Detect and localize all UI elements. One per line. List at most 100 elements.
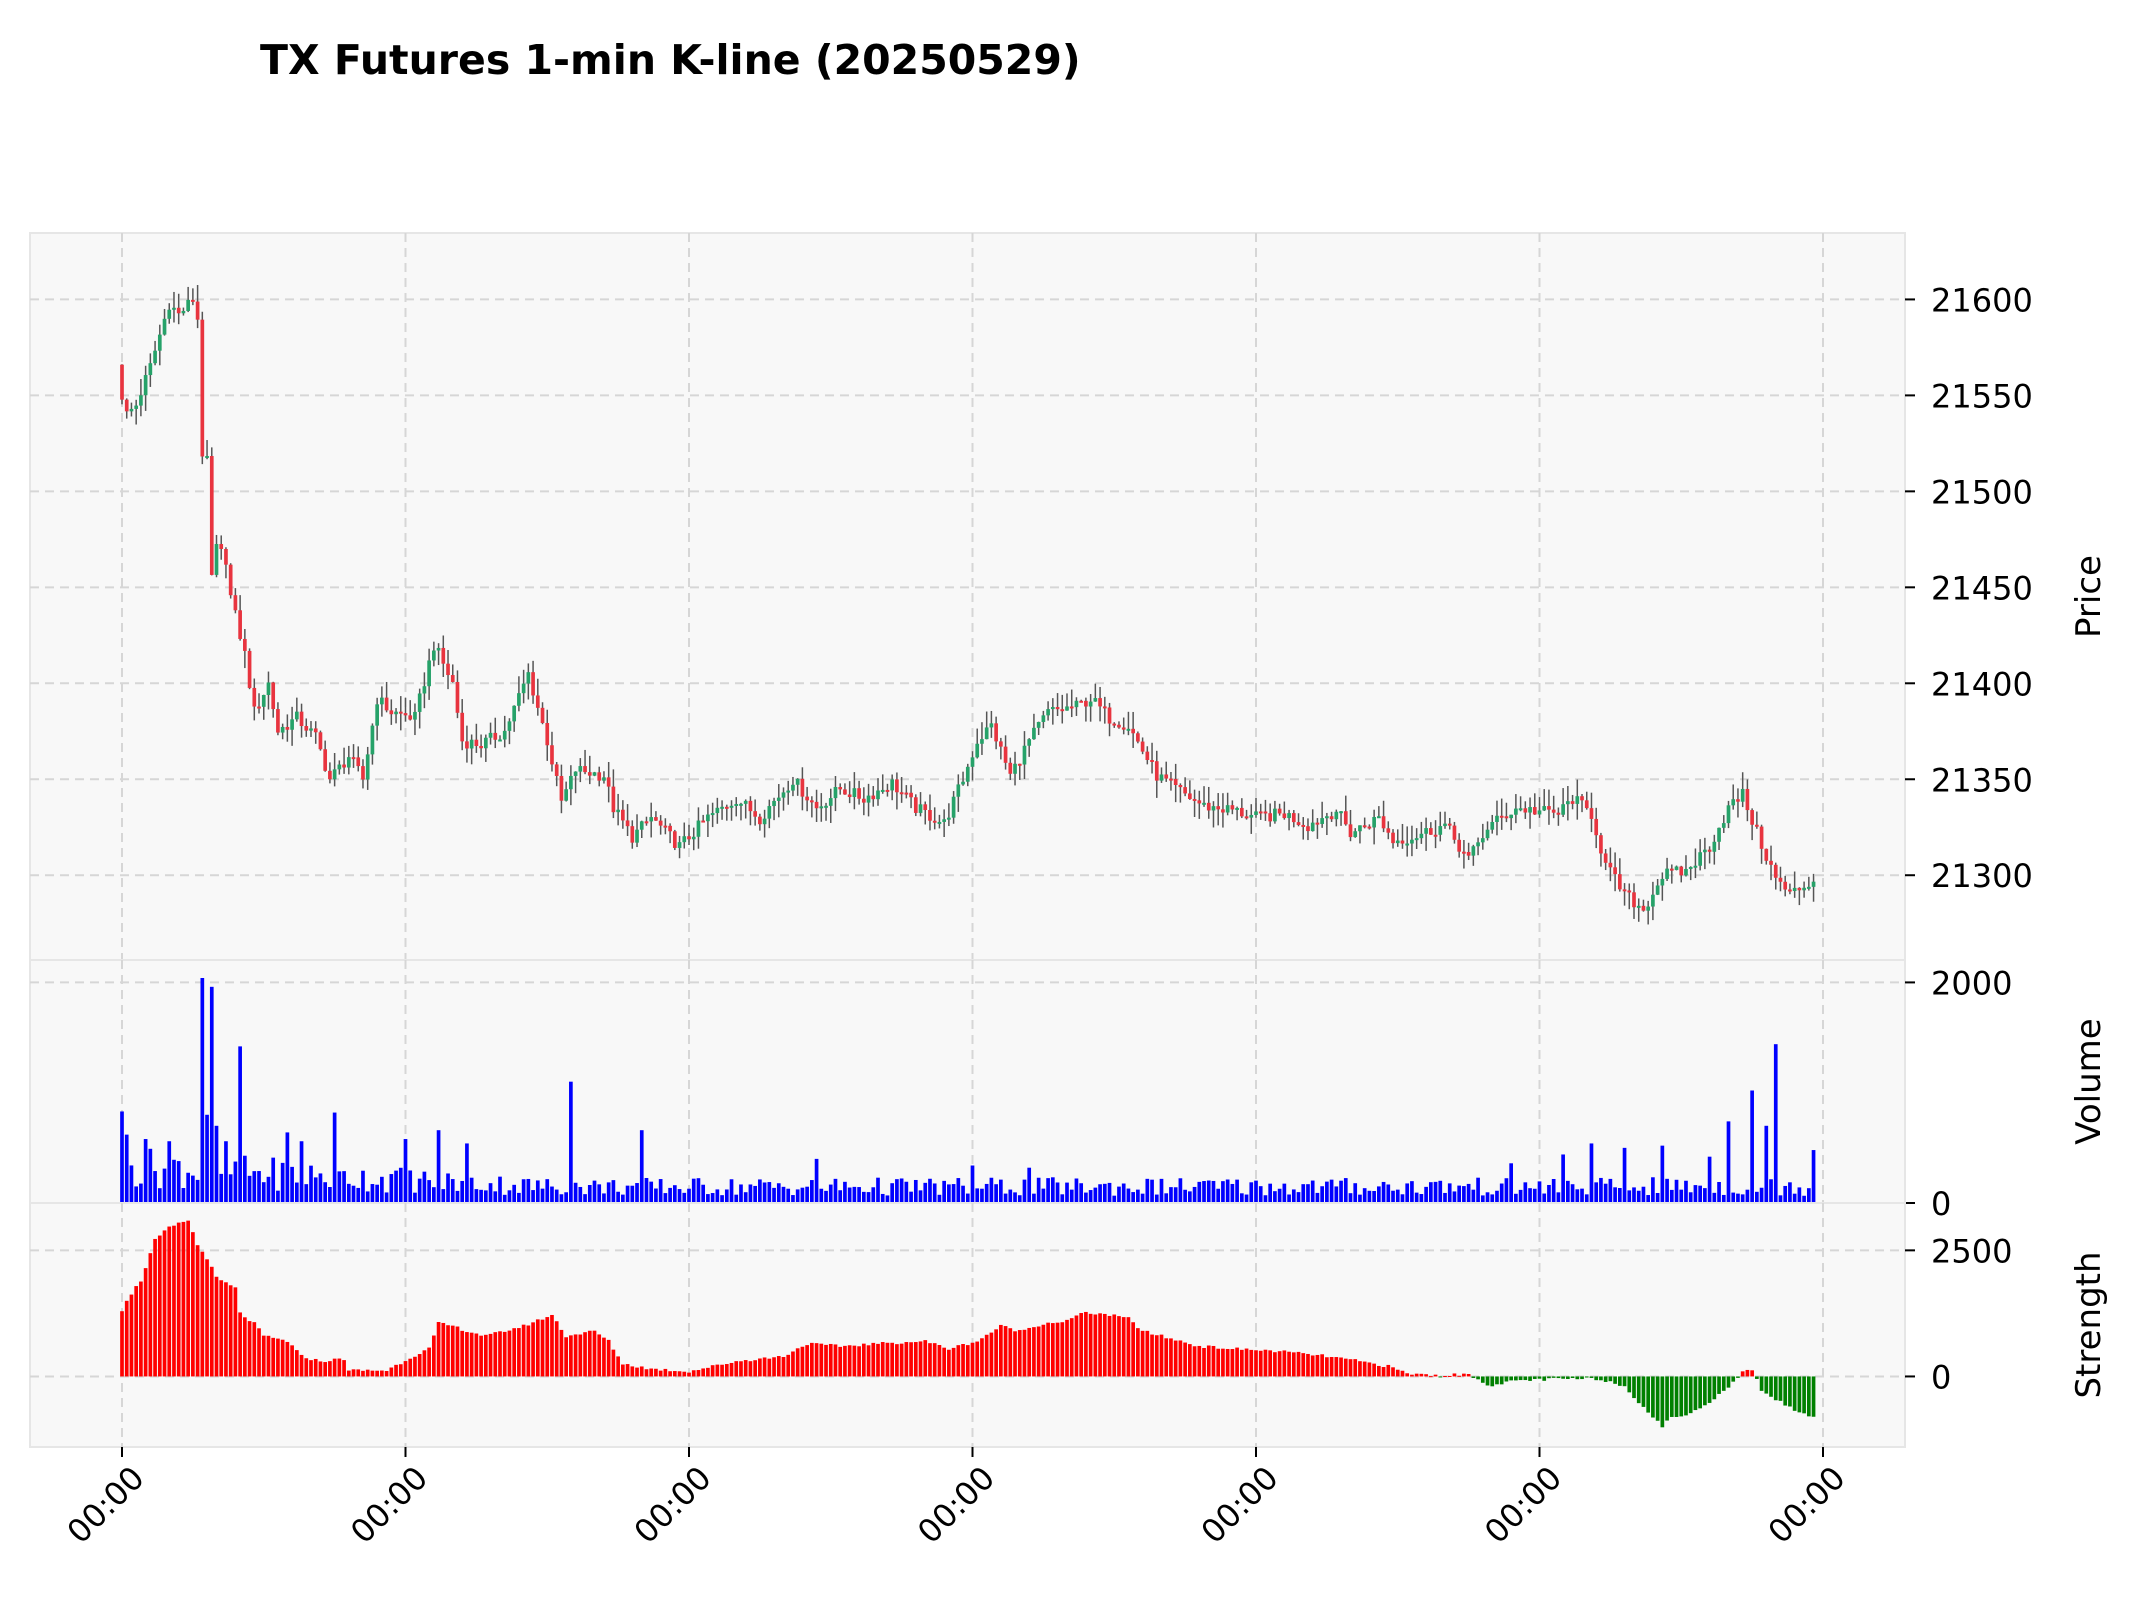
volume-bar <box>143 1139 148 1203</box>
volume-bar <box>932 1183 937 1203</box>
candle-down <box>1381 816 1386 829</box>
candle-down <box>318 732 323 750</box>
strength-bar <box>389 1367 394 1377</box>
strength-bar <box>833 1344 838 1377</box>
candle-up <box>1410 839 1414 844</box>
candle-up <box>1566 801 1570 805</box>
candle-down <box>243 638 247 651</box>
strength-panel: 0 2500 Strength <box>29 1202 2109 1448</box>
candle-up <box>833 787 838 799</box>
candle-up <box>526 672 531 684</box>
candle-up <box>483 737 488 749</box>
strength-bar <box>1792 1376 1797 1411</box>
candle-down <box>1164 774 1169 779</box>
candle-up <box>1395 840 1400 844</box>
volume-bar <box>1509 1163 1513 1203</box>
volume-bar <box>1329 1179 1334 1203</box>
volume-bar <box>162 1168 167 1203</box>
strength-bar <box>365 1369 370 1377</box>
strength-bar <box>1178 1340 1183 1377</box>
volume-bar <box>1003 1193 1008 1203</box>
strength-bar <box>1230 1349 1235 1377</box>
strength-marks <box>120 1220 1816 1428</box>
candle-up <box>153 350 157 364</box>
volume-bar <box>734 1194 739 1203</box>
strength-bar <box>1348 1359 1353 1377</box>
volume-bar <box>861 1191 866 1203</box>
strength-bar <box>1755 1376 1759 1379</box>
candle-down <box>1707 849 1712 852</box>
strength-bar <box>1041 1324 1046 1377</box>
strength-bar <box>1476 1376 1480 1380</box>
candle-down <box>1613 867 1617 875</box>
x-tick-layer: 00:00 00:00 00:00 00:00 00:00 00:00 00:00 <box>60 1447 1853 1551</box>
volume-bar <box>1769 1179 1773 1203</box>
candle-down <box>1145 751 1150 760</box>
candle-down <box>1783 881 1788 890</box>
volume-bar <box>531 1190 535 1203</box>
candle-down <box>550 745 554 765</box>
volume-bar <box>710 1193 715 1203</box>
strength-bar <box>814 1343 819 1377</box>
candle-up <box>710 813 715 816</box>
volume-bar <box>559 1194 564 1203</box>
candle-up <box>1802 887 1806 891</box>
strength-bar <box>313 1358 318 1377</box>
strength-bar <box>639 1366 644 1377</box>
candle-up <box>375 704 379 726</box>
volume-bar <box>687 1188 691 1203</box>
strength-bar <box>1358 1361 1362 1377</box>
strength-bar <box>1372 1363 1376 1377</box>
volume-bar <box>294 1182 299 1203</box>
volume-bar <box>1410 1181 1414 1203</box>
volume-bar <box>1457 1185 1462 1203</box>
strength-bar <box>1173 1340 1178 1377</box>
candle-up <box>1726 805 1731 824</box>
strength-bar <box>483 1334 488 1377</box>
strength-bar <box>885 1342 890 1377</box>
volume-bar <box>885 1195 890 1203</box>
volume-bar <box>403 1139 408 1203</box>
volume-bar <box>394 1170 398 1203</box>
candle-down <box>800 778 805 797</box>
strength-bar <box>1509 1376 1513 1381</box>
candle-up <box>1518 808 1523 811</box>
volume-bar <box>1745 1189 1750 1203</box>
strength-bar <box>989 1332 994 1377</box>
volume-bar <box>398 1167 403 1203</box>
volume-bar <box>720 1195 724 1203</box>
volume-bar <box>1263 1195 1268 1203</box>
strength-bar <box>238 1312 242 1377</box>
strength-bar <box>1504 1376 1509 1382</box>
strength-bar <box>1580 1376 1584 1380</box>
volume-bar <box>1211 1180 1216 1203</box>
strength-bar <box>1117 1316 1121 1377</box>
candle-up <box>1495 815 1499 822</box>
strength-bar <box>1239 1349 1244 1377</box>
volume-bar <box>280 1162 285 1203</box>
strength-bar <box>871 1342 876 1377</box>
volume-bar <box>644 1177 649 1203</box>
candle-down <box>1268 813 1273 822</box>
strength-bar <box>1783 1376 1788 1406</box>
candle-down <box>1584 800 1589 809</box>
strength-bar <box>937 1344 942 1377</box>
strength-bar <box>1542 1376 1547 1381</box>
volume-bar <box>1017 1195 1022 1203</box>
volume-bar <box>1154 1194 1159 1203</box>
volume-bar <box>1551 1178 1556 1203</box>
strength-bar <box>928 1343 932 1377</box>
volume-bar <box>639 1130 644 1203</box>
candle-down <box>658 820 663 826</box>
strength-bar <box>1098 1313 1102 1377</box>
candle-up <box>517 693 521 706</box>
strength-bar <box>838 1346 843 1377</box>
candle-up <box>876 790 880 800</box>
volume-bar <box>871 1187 876 1203</box>
strength-bar <box>1268 1350 1273 1377</box>
volume-bar <box>1736 1193 1740 1203</box>
volume-bar <box>1164 1193 1169 1203</box>
strength-bar <box>1589 1376 1594 1378</box>
volume-bar <box>1641 1186 1646 1203</box>
strength-bar <box>1334 1357 1339 1377</box>
